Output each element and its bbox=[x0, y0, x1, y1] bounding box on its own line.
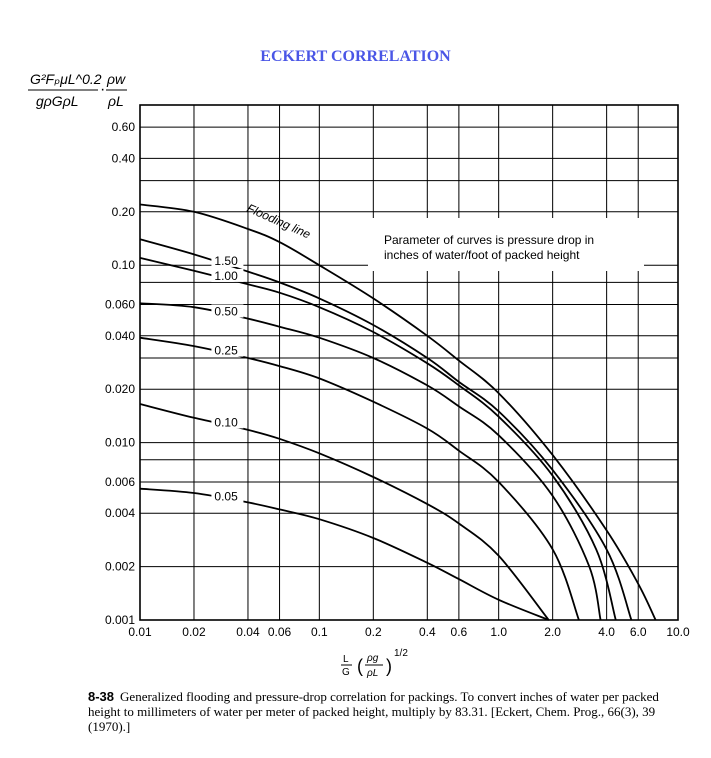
plot-frame bbox=[139, 104, 679, 621]
chart-title: ECKERT CORRELATION bbox=[260, 48, 451, 65]
curve-label-0-25: 0.25 bbox=[214, 344, 238, 358]
x-tick-label: 0.6 bbox=[451, 625, 468, 639]
curve-1-50 bbox=[139, 238, 633, 621]
y-axis-label: G²FₚμL^0.2 ρw · gρGρL ρL bbox=[28, 71, 127, 109]
annotation-line-2: inches of water/foot of packed height bbox=[384, 248, 580, 262]
curve-0-05 bbox=[139, 487, 550, 621]
y-tick-label: 0.060 bbox=[105, 298, 135, 312]
grid bbox=[140, 105, 678, 620]
svg-text:): ) bbox=[386, 656, 392, 676]
curve-label-bg bbox=[211, 253, 244, 267]
y-tick-label: 0.004 bbox=[105, 506, 135, 520]
curve-flooding-line bbox=[139, 203, 657, 621]
figure-number: 8-38 bbox=[88, 689, 115, 704]
curve-labels: 1.501.00 0.50 0.25 0.10 0.05 bbox=[211, 253, 244, 504]
curve-label-0-05: 0.05 bbox=[214, 490, 238, 504]
x-tick-label: 0.06 bbox=[268, 625, 292, 639]
curve-label-bg bbox=[211, 343, 244, 357]
y-tick-label: 0.010 bbox=[105, 436, 135, 450]
y-tick-label: 0.040 bbox=[105, 329, 135, 343]
curve-0-25 bbox=[139, 336, 580, 621]
x-label-frac-den: G bbox=[342, 667, 350, 678]
curve-label-1-00: 1.00 bbox=[214, 269, 238, 283]
curve-label-bg bbox=[211, 268, 244, 282]
flooding-line-label: Flooding line bbox=[245, 201, 313, 242]
x-tick-label: 1.0 bbox=[490, 625, 507, 639]
x-axis-label: L G ( ρg ρL ) 1/2 bbox=[341, 648, 408, 679]
curve-label-1-50: 1.50 bbox=[214, 254, 238, 268]
curve-label-bg bbox=[211, 489, 244, 503]
y-tick-label: 0.006 bbox=[105, 475, 135, 489]
x-tick-label: 0.1 bbox=[311, 625, 328, 639]
curve-1-00 bbox=[139, 257, 617, 621]
curve-label-bg bbox=[211, 304, 244, 318]
x-label-frac-num: L bbox=[343, 654, 349, 665]
x-tick-labels: 0.01 0.02 0.04 0.06 0.1 0.2 0.4 0.6 1.0 2.0 4.0 6.0… bbox=[128, 625, 690, 639]
curve-label-bg bbox=[211, 415, 244, 429]
x-label-inner-den: ρL bbox=[366, 668, 378, 679]
y-tick-label: 0.020 bbox=[105, 382, 135, 396]
y-tick-labels: 0.60 0.40 0.20 0.10 0.060 0.040 0.020 0.010 0.00… bbox=[105, 120, 135, 627]
svg-text:(: ( bbox=[357, 656, 363, 676]
y-tick-label: 0.10 bbox=[112, 258, 136, 272]
y-tick-label: 0.40 bbox=[112, 151, 136, 165]
curve-0-50 bbox=[139, 302, 602, 621]
x-tick-label: 0.01 bbox=[128, 625, 152, 639]
x-tick-label: 10.0 bbox=[666, 625, 690, 639]
curves bbox=[139, 203, 657, 621]
x-label-inner-num: ρg bbox=[366, 653, 379, 664]
y-tick-label: 0.20 bbox=[112, 205, 136, 219]
x-tick-label: 0.2 bbox=[365, 625, 382, 639]
y-label-num-right: ρw bbox=[106, 71, 126, 87]
y-tick-label: 0.001 bbox=[105, 613, 135, 627]
annotation-line-1: Parameter of curves is pressure drop in bbox=[384, 233, 594, 247]
y-label-den-left: gρGρL bbox=[36, 93, 79, 109]
x-tick-label: 0.4 bbox=[419, 625, 436, 639]
curve-label-0-50: 0.50 bbox=[214, 305, 238, 319]
y-tick-label: 0.60 bbox=[112, 120, 136, 134]
x-tick-label: 6.0 bbox=[630, 625, 647, 639]
y-label-num-left: G²FₚμL^0.2 bbox=[30, 71, 102, 87]
eckert-chart: 0.01 0.02 0.04 0.06 0.1 0.2 0.4 0.6 1.0 2.0 4.0 6.0… bbox=[28, 71, 690, 679]
x-label-exponent: 1/2 bbox=[394, 648, 408, 659]
caption-text: Generalized flooding and pressure-drop c… bbox=[88, 689, 659, 734]
x-tick-label: 0.04 bbox=[236, 625, 260, 639]
x-tick-label: 0.02 bbox=[182, 625, 206, 639]
curve-0-10 bbox=[139, 403, 550, 621]
figure-caption: 8-38 Generalized flooding and pressure-dr… bbox=[88, 689, 688, 734]
y-label-dot: · bbox=[100, 81, 105, 98]
y-tick-label: 0.002 bbox=[105, 560, 135, 574]
x-tick-label: 4.0 bbox=[598, 625, 615, 639]
curve-label-0-10: 0.10 bbox=[214, 415, 238, 429]
x-tick-label: 2.0 bbox=[544, 625, 561, 639]
annotation-box bbox=[368, 218, 644, 271]
y-label-den-right: ρL bbox=[107, 93, 124, 109]
